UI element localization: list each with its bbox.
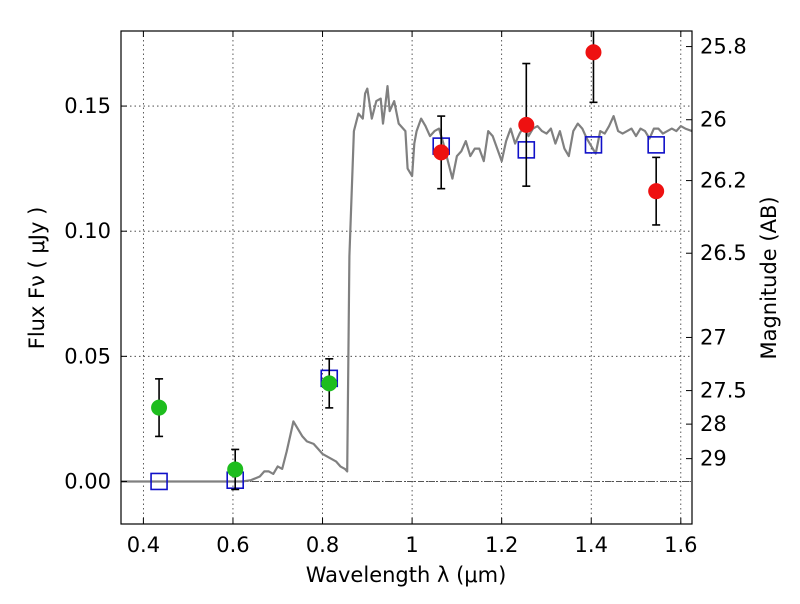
observed-point [151,399,168,416]
x-tick-label: 0.6 [216,533,249,557]
grid-layer [121,31,692,524]
x-tick-label: 0.8 [306,533,339,557]
right-tick-label: 29 [700,447,727,471]
y-tick-label: 0.10 [64,219,111,243]
observed-point [585,44,602,61]
x-tick-label: 1.6 [664,533,697,557]
y-axis-label: Flux Fν ( μJy ) [25,207,49,350]
axes-layer: 0.4 0.6 0.8 1 1.2 1.4 1.6 0.00 0.05 0.10 0.15 25.8 2… [64,30,747,557]
right-axis-label: Magnitude (AB) [757,196,781,359]
right-tick-label: 27.5 [700,379,747,403]
y-tick-label: 0.05 [64,344,111,368]
x-tick-label: 1.4 [575,533,608,557]
observed-point [433,144,450,161]
y-tick-label: 0.15 [64,94,111,118]
right-tick-label: 28 [700,412,727,436]
right-tick-label: 27 [700,325,727,349]
observed-point [518,116,535,133]
model-band-square [584,136,603,154]
x-tick-label: 0.4 [127,533,160,557]
right-tick-label: 25.8 [700,35,747,59]
observed-point [227,461,244,478]
observed-point [321,375,338,392]
plot-layer [121,31,692,491]
right-tick-label: 26 [700,108,727,132]
observed-point [648,183,665,200]
right-tick-label: 26.5 [700,241,747,265]
model-spectrum-line [121,85,692,483]
x-tick-label: 1.2 [485,533,518,557]
x-axis-label: Wavelength λ (μm) [306,563,507,587]
model-band-square [150,472,168,491]
model-band-square [647,136,665,154]
right-tick-label: 26.2 [700,169,747,193]
y-tick-label: 0.00 [64,469,111,493]
x-tick-label: 1 [405,533,418,557]
plot-frame [120,30,693,525]
